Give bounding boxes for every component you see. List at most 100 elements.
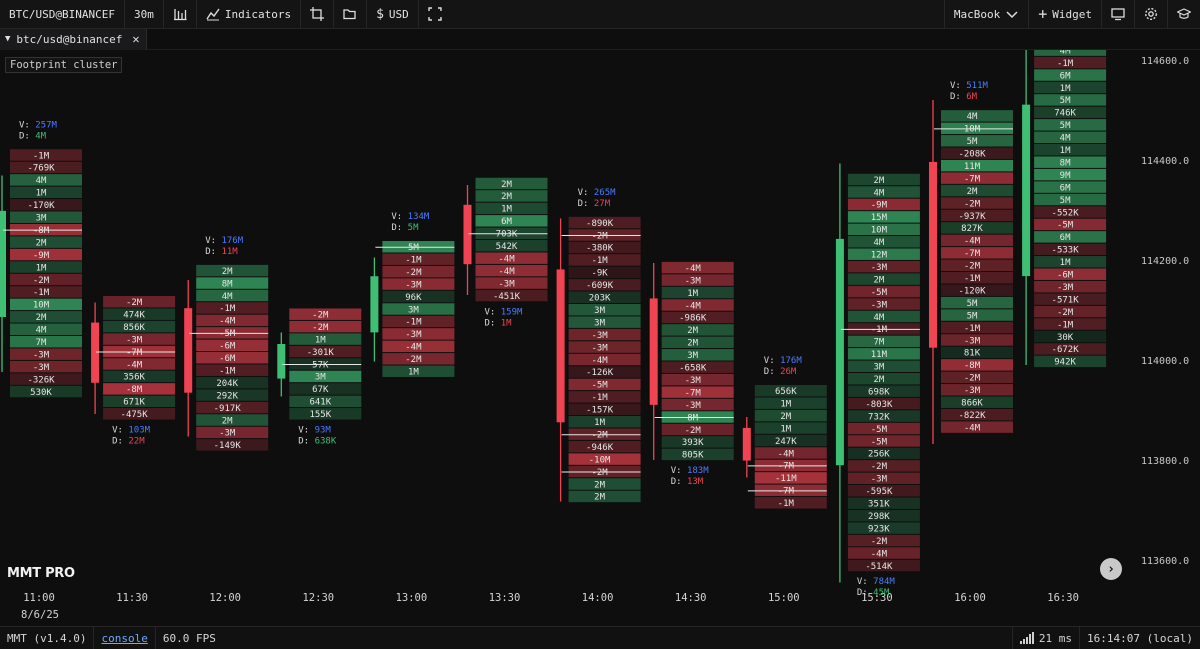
tab-menu-icon[interactable]: ▼ (5, 34, 11, 44)
footprint-candle[interactable]: 5M -1M -2M -3M 96K 3M -1M -3M -4M -2M 1M V: 134MD: … (370, 212, 455, 378)
footprint-cell-value: 96K (405, 293, 422, 303)
signal-icon (1019, 632, 1034, 644)
close-icon[interactable]: ✕ (132, 32, 140, 46)
footprint-cell-value: -5M (871, 437, 888, 447)
volume-value: 134M (408, 212, 430, 222)
footprint-cell (10, 286, 82, 298)
console-link[interactable]: console (93, 626, 156, 649)
footprint-cell (10, 186, 82, 199)
candle-body (742, 427, 751, 461)
footprint-cell (1034, 193, 1107, 206)
footprint-cell (661, 436, 734, 448)
timeframe-selector[interactable]: 30m (125, 0, 164, 29)
monitor-button[interactable] (1101, 0, 1134, 29)
add-widget-button[interactable]: + Widget (1028, 0, 1101, 29)
learn-button[interactable] (1167, 0, 1200, 29)
footprint-candle[interactable]: -4M -3M 1M -4M -986K 2M 2M 3M -658K -3M -7M -3M 8M -2… (649, 261, 734, 487)
footprint-cell-value: -2M (871, 462, 888, 472)
indicator-label[interactable]: Footprint cluster (5, 57, 123, 73)
footprint-cell-value: 2M (873, 176, 884, 186)
footprint-cell (847, 447, 920, 460)
time-axis-label: 14:00 (582, 592, 614, 604)
footprint-cell-value: -4M (405, 343, 422, 353)
currency-selector[interactable]: $ USD (367, 0, 419, 29)
scroll-to-latest-button[interactable]: › (1100, 558, 1122, 580)
footprint-candle[interactable]: 656K 1M 2M 1M 247K -4M -7M -11M -7M -1M V: 176MD: … (742, 356, 827, 509)
footprint-cell-value: 2M (780, 412, 791, 422)
footprint-cell (661, 311, 734, 324)
layout-selector[interactable]: MacBook (943, 0, 1028, 29)
footprint-cell (289, 408, 362, 420)
footprint-cell-value: -2M (591, 430, 608, 440)
footprint-cell-value: 2M (873, 375, 884, 385)
footprint-cell (1034, 156, 1107, 168)
indicators-button[interactable]: Indicators (197, 0, 302, 29)
footprint-cell-value: 1M (36, 189, 47, 199)
footprint-candle[interactable]: -1M -769K 4M 1M -170K 3M -8M 2M -9M 1M -2M -1M 10M 2M… (0, 120, 82, 398)
footprint-cell-value: -7M (126, 348, 143, 358)
footprint-cell-value: -986K (679, 314, 707, 324)
footprint-cell-value: 3M (594, 318, 605, 328)
footprint-cell-value: -1M (219, 366, 236, 376)
delta-value: 638K (315, 437, 337, 447)
footprint-cell (289, 333, 362, 345)
time-axis[interactable]: 11:00 11:30 12:00 12:30 13:00 13:30 14:00 14:30… (21, 592, 1079, 621)
graduation-cap-icon (1177, 8, 1191, 19)
footprint-cell-value: -1M (219, 304, 236, 314)
footprint-cell (10, 298, 82, 311)
footprint-candle[interactable]: -890K -2M -380K -1M -9K -609K 203K 3M 3M -3M -3M -4… (556, 188, 641, 503)
footprint-candle[interactable]: 2M 4M -9M 15M 10M 4M 12M -3M 2M -5M -3M 4M -1M 7M 11M 3… (835, 163, 920, 599)
footprint-cell (847, 198, 920, 211)
symbol-selector[interactable]: BTC/USD@BINANCEF (0, 0, 125, 29)
footprint-cell (941, 247, 1013, 259)
footprint-cell (568, 316, 641, 328)
price-axis[interactable]: 114600.0 114400.0 114200.0 114000.0 113800.0… (1140, 50, 1196, 567)
fullscreen-button[interactable] (419, 0, 451, 29)
chart-tab[interactable]: ▼ btc/usd@binancef ✕ (0, 28, 147, 50)
footprint-candle[interactable]: 2M 8M 4M -1M -4M -5M -6M -6M -1M 204K 292K -917K 2M -… (184, 236, 269, 451)
footprint-candle[interactable]: 4M -1M 6M 1M 5M 746K 5M 4M 1M 8M 9M 6M 5M -552K -5M 6M -… (1022, 50, 1107, 368)
chevron-right-icon: › (1107, 561, 1115, 577)
footprint-cell-value: -3M (871, 263, 888, 273)
footprint-cell (568, 291, 641, 303)
chart-canvas[interactable]: 114600.0 114400.0 114200.0 114000.0 113800.0… (0, 50, 1200, 626)
crop-button[interactable] (301, 0, 335, 29)
footprint-cell (103, 333, 176, 345)
footprint-cell (847, 173, 920, 186)
footprint-cell (10, 373, 82, 385)
footprint-candle[interactable]: 4M 10M 5M -208K 11M -7M 2M -2M -937K 827K -4M -7M -2… (929, 81, 1013, 444)
open-layout-button[interactable] (334, 0, 368, 29)
footprint-cell-value: 827K (961, 224, 983, 234)
settings-button[interactable] (1134, 0, 1167, 29)
time-axis-label: 11:30 (116, 592, 148, 604)
candle-body (277, 344, 286, 379)
footprint-cell-value: -769K (27, 164, 55, 174)
footprint-cell (847, 223, 920, 236)
volume-value: 103M (128, 426, 150, 436)
footprint-cell (10, 149, 82, 161)
footprint-cell-value: 1M (408, 368, 419, 378)
footprint-cell-value: -2M (591, 468, 608, 478)
footprint-cell (475, 277, 548, 289)
footprint-candle[interactable]: -2M 474K 856K -3M -7M -4M 356K -8M 671K -475K V: 1… (91, 296, 176, 447)
footprint-cell (941, 321, 1013, 334)
candle-body (0, 210, 6, 317)
footprint-cell-value: 1M (780, 424, 791, 434)
footprint-cell (847, 422, 920, 435)
footprint-cell-value: -3M (405, 280, 422, 290)
footprint-cell-value: -1M (591, 256, 608, 266)
footprint-cell (568, 490, 641, 503)
footprint-cell (289, 320, 362, 333)
footprint-cell (1034, 268, 1107, 280)
footprint-cell-value: 6M (1060, 71, 1071, 81)
footprint-cell (10, 385, 82, 398)
chart-type-button[interactable] (164, 0, 197, 29)
time-axis-label: 13:30 (489, 592, 521, 604)
timeframe-label: 30m (133, 7, 154, 21)
footprint-candle[interactable]: 2M 2M 1M 6M 703K 542K -4M -4M -3M -451K V: 159MD: … (463, 177, 548, 329)
delta-label: D: 5M (391, 223, 419, 233)
footprint-chart[interactable]: 114600.0 114400.0 114200.0 114000.0 113800.0… (0, 50, 1200, 626)
footprint-cell (847, 509, 920, 522)
footprint-cell-value: -5M (219, 329, 236, 339)
